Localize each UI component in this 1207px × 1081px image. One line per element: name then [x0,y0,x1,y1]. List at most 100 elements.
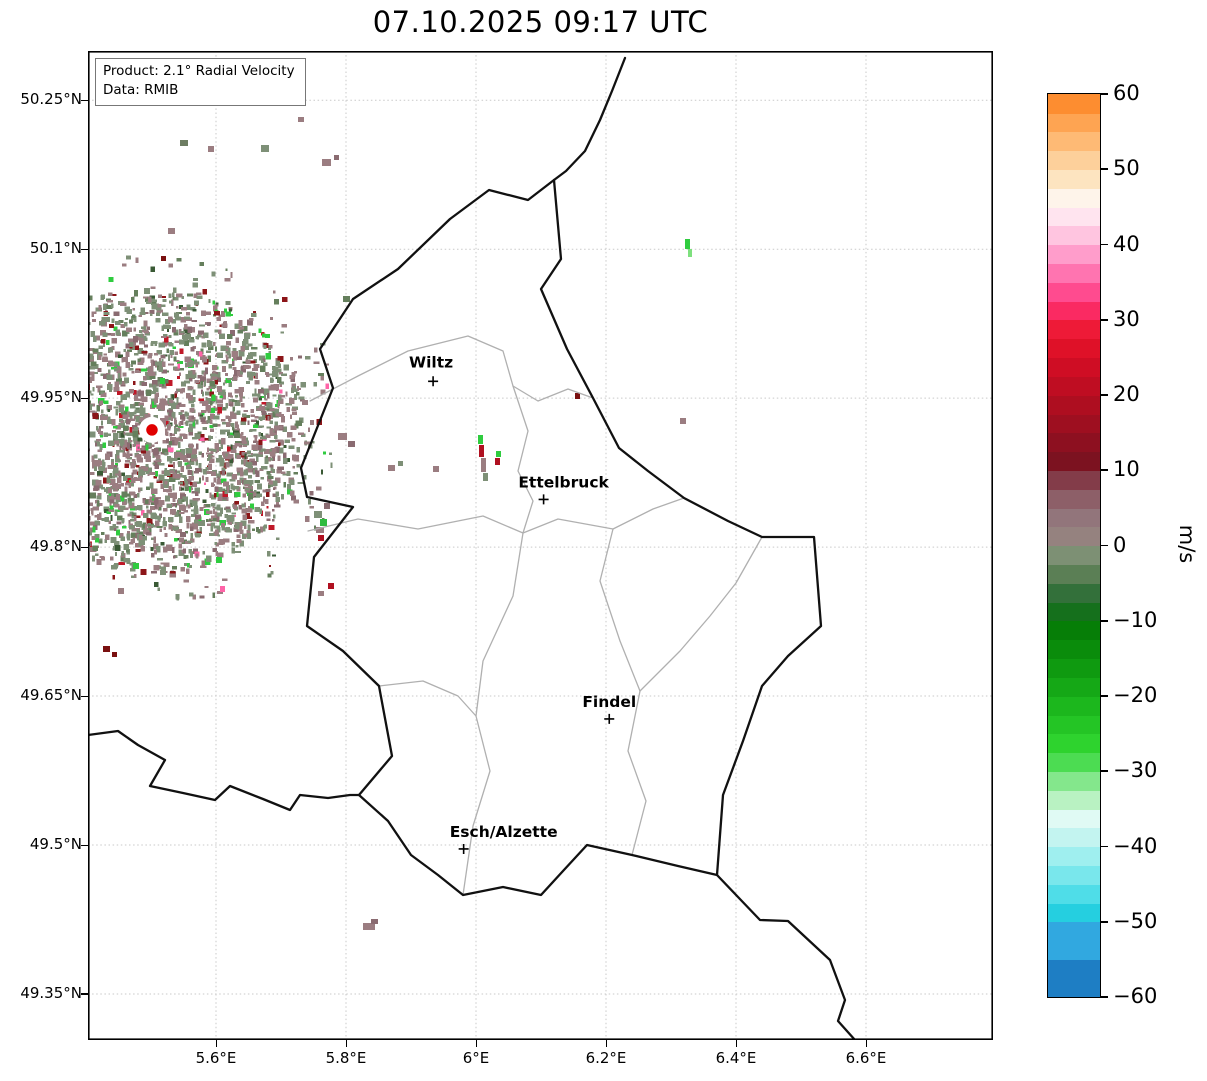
y-tick-label: 49.65°N [20,686,82,705]
data-source-line: Data: RMIB [103,82,179,99]
x-tick-mark [865,1040,867,1047]
colorbar-band [1048,921,1100,961]
y-tick-mark [81,993,88,995]
city-marker-icon [458,843,469,854]
city-marker-icon [428,376,439,387]
colorbar-band [1048,865,1100,885]
colorbar-tick-mark [1101,318,1108,321]
colorbar-tick-label: 10 [1113,457,1140,482]
colorbar-tick-mark [1101,168,1108,171]
colorbar-band [1048,583,1100,603]
radar-site-marker [138,416,165,443]
y-tick-label: 49.5°N [29,835,82,853]
x-tick-mark [215,1040,217,1047]
y-tick-label: 49.35°N [20,983,82,1002]
y-tick-mark [81,844,88,846]
y-tick-label: 50.1°N [29,239,82,258]
colorbar-tick-label: 30 [1113,306,1140,331]
colorbar-band [1048,507,1100,528]
colorbar-tick-mark [1101,920,1108,923]
x-tick-label: 5.8°E [325,1049,367,1067]
colorbar-tick-mark [1101,695,1108,697]
colorbar-tick-mark [1101,619,1108,622]
colorbar-band [1048,846,1100,866]
colorbar-tick-label: 40 [1113,231,1140,256]
colorbar-tick-label: −50 [1113,908,1158,933]
colorbar-band [1048,94,1100,114]
colorbar-band [1048,150,1100,170]
colorbar-band [1048,959,1100,998]
colorbar-band [1048,884,1100,904]
x-tick-label: 5.6°E [195,1049,237,1067]
city-label: Findel [582,693,636,711]
colorbar-tick-mark [1101,469,1108,472]
colorbar-band [1048,169,1100,189]
colorbar-tick-label: 20 [1113,382,1140,406]
colorbar-band [1048,112,1100,133]
colorbar-tick-mark [1101,996,1108,998]
map-plot: Wiltz Ettelbruck Findel Esch/Alzette Produc… [88,51,993,1040]
city-marker-icon [538,494,549,505]
colorbar-unit-label: m/s [1175,524,1199,564]
colorbar-band [1048,188,1100,208]
colorbar-band [1048,300,1100,321]
colorbar-tick-label: 50 [1113,156,1140,181]
colorbar-tick-mark [1101,845,1108,848]
colorbar-tick-label: −40 [1113,833,1158,858]
gridlines [88,51,993,1040]
product-info-box: Product: 2.1° Radial Velocity Data: RMIB [95,58,306,107]
colorbar-band [1048,545,1100,565]
colorbar-band [1048,131,1100,152]
district-borders [307,335,763,896]
colorbar-tick-label: 0 [1113,532,1127,557]
colorbar-band [1048,733,1100,754]
colorbar-band [1048,714,1100,735]
colorbar-band [1048,808,1100,829]
y-tick-mark [81,397,88,400]
city-label: Esch/Alzette [450,823,558,841]
colorbar-band [1048,376,1100,396]
x-tick-label: 6°E [462,1049,490,1067]
y-tick-mark [81,248,88,251]
colorbar-tick-label: −20 [1113,683,1158,707]
colorbar-band [1048,432,1100,453]
colorbar-band [1048,639,1100,660]
colorbar-tick-mark [1101,93,1108,95]
colorbar-band [1048,395,1100,415]
x-tick-label: 6.2°E [585,1049,627,1067]
velocity-field [88,117,692,930]
colorbar-band [1048,790,1100,810]
product-line: Product: 2.1° Radial Velocity [103,63,295,79]
colorbar-band [1048,244,1100,264]
colorbar-band [1048,601,1100,622]
x-tick-mark [735,1040,737,1047]
city-label: Ettelbruck [518,473,609,491]
colorbar-band [1048,282,1100,302]
figure-title: 07.10.2025 09:17 UTC [372,5,709,39]
colorbar-tick-mark [1101,243,1108,246]
colorbar-tick-label: −60 [1113,984,1158,1008]
colorbar-band [1048,489,1100,509]
colorbar-band [1048,225,1100,246]
colorbar-band [1048,677,1100,697]
y-tick-mark [81,99,88,102]
colorbar-band [1048,752,1100,772]
city-markers: Wiltz Ettelbruck Findel Esch/Alzette [409,353,636,854]
colorbar-band [1048,451,1100,471]
colorbar-band [1048,263,1100,283]
y-tick-label: 50.25°N [20,90,82,109]
map-canvas: Wiltz Ettelbruck Findel Esch/Alzette [88,51,993,1040]
colorbar-band [1048,827,1100,848]
y-tick-label: 49.8°N [29,537,82,556]
colorbar-band [1048,319,1100,340]
y-tick-mark [81,546,88,548]
plot-frame [88,51,993,1040]
colorbar-frame [1047,93,1101,998]
colorbar-band [1048,470,1100,490]
colorbar-band [1048,526,1100,547]
colorbar-band [1048,338,1100,359]
national-borders [88,56,857,1040]
city-label: Wiltz [409,353,453,371]
colorbar-tick-mark [1101,544,1108,547]
